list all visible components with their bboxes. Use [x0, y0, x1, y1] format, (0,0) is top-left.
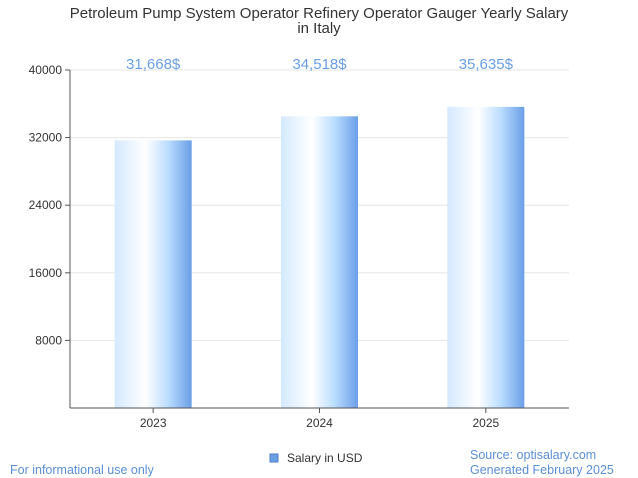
data-label-2025: 35,635$ — [459, 56, 514, 73]
chart-title-line-1: Petroleum Pump System Operator Refinery … — [70, 5, 569, 22]
chart-title-line-2: in Italy — [297, 20, 341, 37]
y-tick-label: 40000 — [29, 63, 63, 77]
footer-source[interactable]: Source: optisalary.com — [470, 448, 596, 462]
legend-label: Salary in USD — [287, 451, 363, 465]
x-tick-label: 2024 — [306, 416, 333, 430]
legend[interactable]: Salary in USD — [269, 451, 363, 465]
footer-disclaimer: For informational use only — [10, 463, 155, 477]
y-tick-label: 16000 — [29, 266, 63, 280]
x-axis-ticks: 2023 2024 2025 — [140, 408, 500, 430]
y-tick-label: 24000 — [29, 198, 63, 212]
bar-2023[interactable] — [114, 140, 192, 408]
data-label-2024: 34,518$ — [292, 56, 347, 73]
bar-2024[interactable] — [281, 116, 358, 408]
bar-2025[interactable] — [447, 106, 525, 408]
footer-generated: Generated February 2025 — [470, 463, 614, 477]
y-tick-label: 32000 — [29, 131, 63, 145]
data-label-2023: 31,668$ — [126, 56, 181, 73]
y-axis-ticks: 8000 16000 24000 32000 40000 — [29, 63, 70, 347]
x-tick-label: 2023 — [140, 416, 167, 430]
y-tick-label: 8000 — [35, 333, 62, 347]
legend-swatch — [269, 453, 279, 463]
x-tick-label: 2025 — [472, 416, 499, 430]
data-labels: 31,668$ 34,518$ 35,635$ — [126, 56, 514, 73]
bars — [114, 106, 525, 408]
